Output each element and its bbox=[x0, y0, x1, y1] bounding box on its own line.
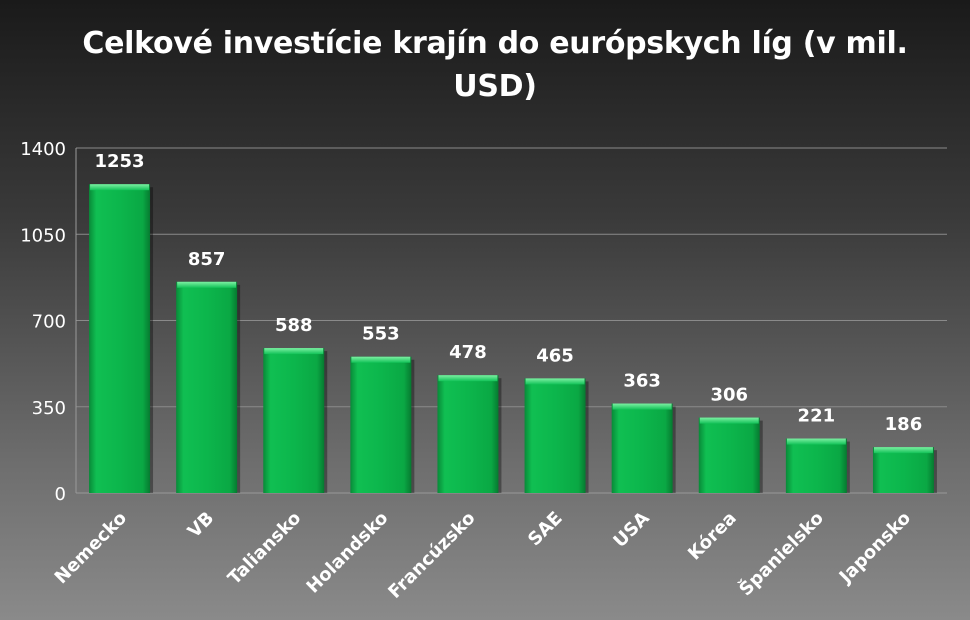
bar bbox=[263, 348, 328, 493]
category-label: Kórea bbox=[684, 508, 741, 565]
data-label: 553 bbox=[362, 324, 400, 345]
bar-bevel bbox=[873, 447, 933, 454]
bar-body bbox=[611, 403, 673, 493]
category-label: Španielsko bbox=[735, 507, 828, 600]
bar-bevel bbox=[351, 356, 411, 363]
bar-body bbox=[263, 348, 325, 493]
bar-body bbox=[872, 447, 934, 493]
category-label: Japonsko bbox=[834, 508, 915, 589]
bar bbox=[176, 281, 241, 493]
bar-bevel bbox=[786, 438, 846, 445]
bar-body bbox=[89, 184, 151, 493]
bar-bevel bbox=[699, 417, 759, 424]
chart-title: Celkové investície krajín do európskych … bbox=[82, 26, 908, 104]
bar-bevel bbox=[177, 281, 237, 288]
data-label: 478 bbox=[449, 342, 487, 363]
bar-bevel bbox=[525, 378, 585, 385]
bar-body bbox=[785, 438, 847, 493]
bar bbox=[89, 184, 154, 493]
bar-bevel bbox=[264, 348, 324, 355]
bar bbox=[350, 356, 415, 493]
bar-bevel bbox=[438, 375, 498, 382]
bar-body bbox=[524, 378, 586, 493]
data-label: 465 bbox=[536, 345, 574, 366]
data-label: 857 bbox=[188, 249, 226, 270]
data-label: 363 bbox=[623, 371, 661, 392]
bar-body bbox=[437, 375, 499, 493]
y-tick-label: 700 bbox=[32, 312, 66, 333]
category-label: Nemecko bbox=[51, 508, 131, 588]
data-label: 588 bbox=[275, 315, 313, 336]
bar-bevel bbox=[90, 184, 150, 191]
bar bbox=[524, 378, 589, 493]
category-label: Taliansko bbox=[224, 508, 305, 589]
data-labels: 1253 857 588 553 478 465 363 306 221 186 bbox=[94, 151, 922, 435]
category-label: Francúzsko bbox=[384, 508, 479, 603]
bar-bevel bbox=[612, 403, 672, 410]
bar bbox=[437, 375, 502, 493]
category-label: USA bbox=[609, 508, 653, 552]
data-label: 1253 bbox=[94, 151, 144, 172]
bar-body bbox=[698, 417, 760, 493]
y-tick-label: 1050 bbox=[20, 225, 66, 246]
category-label: SAE bbox=[524, 508, 567, 551]
data-label: 306 bbox=[710, 385, 748, 406]
data-label: 221 bbox=[798, 406, 836, 427]
y-tick-label: 0 bbox=[55, 484, 66, 505]
data-label: 186 bbox=[885, 414, 923, 435]
bar bbox=[611, 403, 676, 493]
bar-body bbox=[176, 281, 238, 493]
bar bbox=[698, 417, 763, 493]
category-label: VB bbox=[184, 508, 218, 542]
category-label: Holandsko bbox=[303, 508, 393, 598]
bar bbox=[785, 438, 850, 493]
y-tick-label: 350 bbox=[32, 398, 66, 419]
bar-body bbox=[350, 356, 412, 493]
bars bbox=[89, 184, 937, 493]
bar bbox=[872, 447, 937, 493]
y-tick-label: 1400 bbox=[20, 139, 66, 160]
